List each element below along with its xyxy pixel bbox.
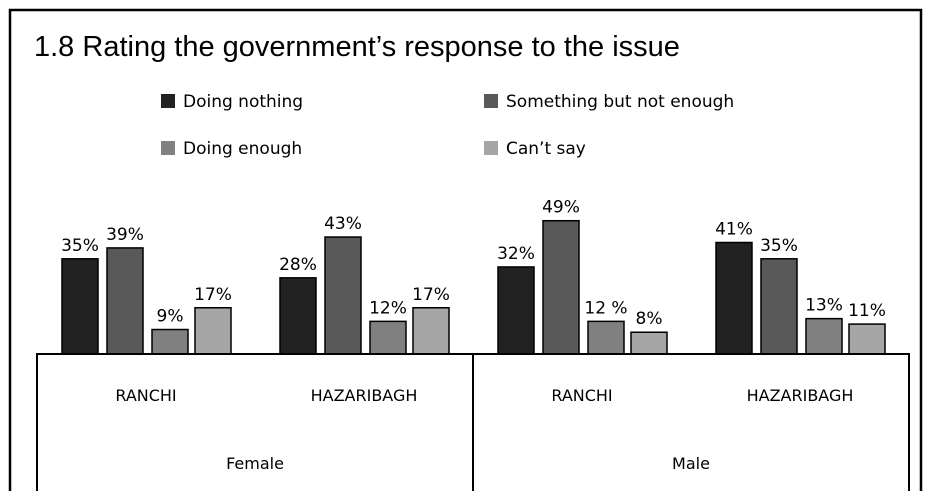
- data-label-female-hazaribagh-cant-say: 17%: [412, 285, 450, 305]
- category-female-hazaribagh: HAZARIBAGH: [311, 386, 418, 405]
- data-label-male-ranchi-doing-nothing: 32%: [497, 244, 535, 264]
- data-label-male-ranchi-something-but-not-enough: 49%: [542, 198, 580, 218]
- data-label-male-ranchi-doing-enough: 12 %: [584, 298, 627, 318]
- data-label-male-ranchi-cant-say: 8%: [636, 309, 663, 329]
- bar-female-ranchi-something-but-not-enough: [106, 247, 144, 355]
- bars: [61, 219, 886, 355]
- chart-border: [8, 8, 923, 491]
- bar-female-hazaribagh-doing-enough: [369, 320, 407, 355]
- bar-female-hazaribagh-cant-say: [412, 307, 450, 355]
- legend-label-doing-nothing: Doing nothing: [183, 92, 303, 112]
- category-male-ranchi: RANCHI: [551, 386, 612, 405]
- data-label-female-hazaribagh-doing-enough: 12%: [369, 298, 407, 318]
- bar-female-ranchi-doing-enough: [151, 328, 189, 355]
- bar-female-hazaribagh-something-but-not-enough: [324, 236, 362, 355]
- legend-swatch-cant-say: [484, 141, 498, 155]
- legend-swatch-doing-nothing: [161, 94, 175, 108]
- legend-swatch-doing-enough: [161, 141, 175, 155]
- category-female-ranchi: RANCHI: [115, 386, 176, 405]
- data-label-male-hazaribagh-doing-nothing: 41%: [715, 219, 753, 239]
- data-label-female-ranchi-doing-nothing: 35%: [61, 236, 99, 256]
- category-table: RANCHI HAZARIBAGH RANCHI HAZARIBAGH Fema…: [36, 353, 910, 491]
- bar-female-hazaribagh-doing-nothing: [279, 277, 317, 355]
- bar-male-hazaribagh-something-but-not-enough: [760, 258, 798, 355]
- bar-female-ranchi-doing-nothing: [61, 258, 99, 355]
- data-label-female-hazaribagh-something-but-not-enough: 43%: [324, 214, 362, 234]
- group-label-male: Male: [672, 454, 710, 473]
- bar-male-ranchi-something-but-not-enough: [542, 219, 580, 355]
- legend-label-something-but-not-enough: Something but not enough: [506, 92, 734, 112]
- data-label-female-ranchi-cant-say: 17%: [194, 285, 232, 305]
- data-label-female-ranchi-something-but-not-enough: 39%: [106, 225, 144, 245]
- bar-male-ranchi-cant-say: [630, 331, 668, 355]
- chart-title: 1.8 Rating the government’s response to …: [34, 31, 680, 63]
- legend-swatch-something-but-not-enough: [484, 94, 498, 108]
- bar-male-hazaribagh-doing-enough: [805, 317, 843, 355]
- legend: Doing nothing Something but not enough D…: [161, 92, 734, 159]
- group-label-female: Female: [226, 454, 284, 473]
- data-label-male-hazaribagh-doing-enough: 13%: [805, 296, 843, 316]
- bar-male-hazaribagh-cant-say: [848, 323, 886, 355]
- data-label-male-hazaribagh-something-but-not-enough: 35%: [760, 236, 798, 256]
- bar-male-ranchi-doing-nothing: [497, 266, 535, 355]
- data-label-male-hazaribagh-cant-say: 11%: [848, 301, 886, 321]
- bar-male-hazaribagh-doing-nothing: [715, 241, 753, 355]
- bar-female-ranchi-cant-say: [194, 307, 232, 355]
- bar-male-ranchi-doing-enough: [587, 320, 625, 355]
- legend-label-doing-enough: Doing enough: [183, 139, 302, 159]
- legend-label-cant-say: Can’t say: [506, 139, 586, 159]
- bar-labels: 35% 28% 32% 41% 39% 43% 49% 35% 9% 12% 12 % 13% 17% 1…: [61, 198, 886, 330]
- data-label-female-ranchi-doing-enough: 9%: [157, 307, 184, 327]
- category-male-hazaribagh: HAZARIBAGH: [747, 386, 854, 405]
- data-label-female-hazaribagh-doing-nothing: 28%: [279, 255, 317, 275]
